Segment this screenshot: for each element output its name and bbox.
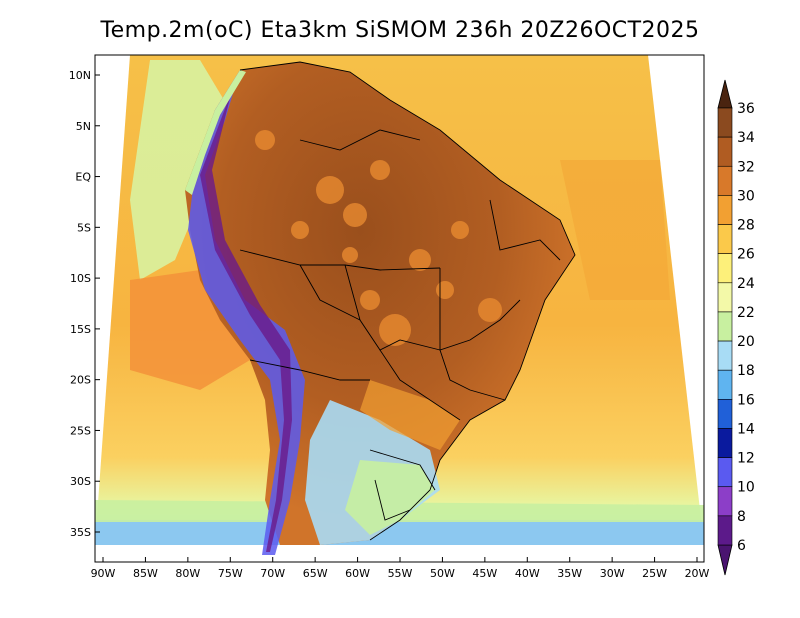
colorbar-label: 6 bbox=[737, 538, 746, 554]
colorbar-top-arrow bbox=[717, 79, 733, 109]
colorbar-segment bbox=[717, 253, 733, 284]
colorbar-label: 24 bbox=[737, 276, 755, 292]
southern-cone-green bbox=[345, 460, 435, 535]
lon-tick-label: 30W bbox=[600, 567, 625, 580]
lon-tick-label: 50W bbox=[430, 567, 455, 580]
colorbar-segment bbox=[717, 369, 733, 400]
lon-tick-label: 90W bbox=[91, 567, 116, 580]
lat-tick-label: 10S bbox=[70, 272, 91, 285]
lat-tick-label: 35S bbox=[70, 526, 91, 539]
colorbar-label: 12 bbox=[737, 451, 755, 467]
colorbar-segment bbox=[717, 107, 733, 138]
colorbar-label: 18 bbox=[737, 363, 755, 379]
lon-tick-label: 45W bbox=[472, 567, 497, 580]
colorbar-segment bbox=[717, 515, 733, 546]
lon-tick-label: 40W bbox=[515, 567, 540, 580]
colorbar-segment bbox=[717, 340, 733, 371]
colorbar-label: 10 bbox=[737, 480, 755, 496]
colorbar-segment bbox=[717, 428, 733, 458]
lon-tick-label: 60W bbox=[345, 567, 370, 580]
lat-tick-label: 30S bbox=[70, 475, 91, 488]
lon-tick-label: 85W bbox=[133, 567, 158, 580]
colorbar-segment bbox=[717, 165, 733, 196]
lon-tick-label: 75W bbox=[218, 567, 243, 580]
lon-tick-label: 65W bbox=[303, 567, 328, 580]
map-title: Temp.2m(oC) Eta3km SiSMOM 236h 20Z26OCT2… bbox=[100, 18, 700, 43]
colorbar-label: 28 bbox=[737, 218, 755, 234]
colorbar-label: 34 bbox=[737, 130, 755, 146]
colorbar: 36 34 32 30 28 26 24 22 20 18 16 14 12 10 8 6 bbox=[717, 79, 755, 576]
pacific-warm-zone bbox=[130, 270, 250, 390]
colorbar-label: 26 bbox=[737, 247, 755, 263]
lat-tick-label: 20S bbox=[70, 374, 91, 387]
colorbar-segment bbox=[717, 195, 733, 225]
longitude-axis: 90W 85W 80W 75W 70W 65W 60W 55W 50W 45W 40W 35W 30W 2… bbox=[91, 557, 710, 580]
lat-tick-label: 15S bbox=[70, 323, 91, 336]
colorbar-segment bbox=[717, 282, 733, 313]
lon-tick-label: 55W bbox=[388, 567, 413, 580]
colorbar-bottom-arrow bbox=[717, 544, 733, 576]
lon-tick-label: 35W bbox=[557, 567, 582, 580]
andes-edge-green bbox=[185, 70, 246, 195]
colorbar-segment bbox=[717, 457, 733, 488]
colorbar-label: 14 bbox=[737, 421, 755, 437]
domain-field bbox=[95, 55, 704, 555]
lat-tick-label: EQ bbox=[75, 171, 91, 184]
colorbar-segment bbox=[717, 224, 733, 254]
colorbar-label: 32 bbox=[737, 159, 755, 175]
andes-cold-ridge bbox=[188, 70, 305, 555]
colorbar-label: 22 bbox=[737, 305, 755, 321]
latitude-axis: 10N 5N EQ 5S 10S 15S 20S 25S 30S 35S bbox=[69, 69, 100, 539]
pacific-cool-band bbox=[130, 60, 230, 280]
colorbar-label: 16 bbox=[737, 392, 755, 408]
lat-tick-label: 5S bbox=[77, 221, 91, 234]
atlantic-warm-zone bbox=[560, 160, 670, 300]
lon-tick-label: 20W bbox=[685, 567, 710, 580]
colorbar-segment bbox=[717, 311, 733, 342]
lon-tick-label: 25W bbox=[642, 567, 667, 580]
convective-spots bbox=[255, 130, 502, 346]
colorbar-segment bbox=[717, 486, 733, 517]
colorbar-label: 20 bbox=[737, 334, 755, 350]
colorbar-segment bbox=[717, 136, 733, 167]
lat-tick-label: 25S bbox=[70, 424, 91, 437]
colorbar-label: 8 bbox=[737, 509, 746, 525]
pampas-warm bbox=[360, 380, 460, 450]
lon-tick-label: 70W bbox=[260, 567, 285, 580]
lat-tick-label: 10N bbox=[69, 69, 91, 82]
lon-tick-label: 80W bbox=[175, 567, 200, 580]
political-boundaries bbox=[239, 61, 576, 541]
southern-cool-zone bbox=[95, 520, 704, 545]
colorbar-label: 30 bbox=[737, 188, 755, 204]
colorbar-label: 36 bbox=[737, 101, 755, 117]
colorbar-segment bbox=[717, 399, 733, 429]
lat-tick-label: 5N bbox=[76, 120, 91, 133]
